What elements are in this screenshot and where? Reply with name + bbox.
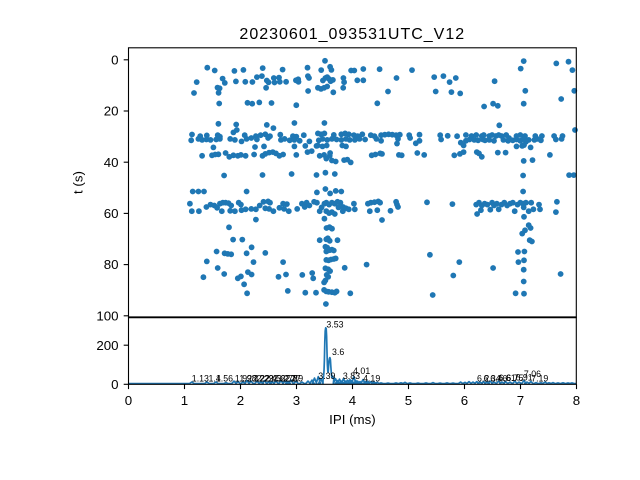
svg-text:4: 4 [349,393,356,408]
svg-text:1.9: 1.9 [235,374,247,384]
svg-text:4.01: 4.01 [353,366,370,376]
svg-text:2.8: 2.8 [285,374,297,384]
svg-text:6.75: 6.75 [506,373,523,383]
svg-text:8: 8 [573,393,580,408]
svg-text:6.91: 6.91 [516,373,533,383]
svg-text:1.56: 1.56 [216,374,233,384]
svg-text:100: 100 [96,308,118,323]
svg-text:1.98: 1.98 [239,374,256,384]
svg-text:7.19: 7.19 [531,374,548,384]
svg-text:3.6: 3.6 [332,347,344,357]
svg-text:60: 60 [104,206,119,221]
svg-text:IPI (ms): IPI (ms) [329,412,376,427]
svg-text:6.34: 6.34 [484,373,501,383]
svg-text:6.61: 6.61 [499,373,516,383]
svg-text:2.43: 2.43 [265,374,282,384]
svg-text:7.06: 7.06 [524,369,541,379]
svg-text:5: 5 [405,393,412,408]
svg-text:1: 1 [181,393,188,408]
svg-text:6: 6 [461,393,468,408]
svg-text:2.22: 2.22 [253,374,270,384]
svg-text:6.2: 6.2 [477,373,489,383]
svg-text:3: 3 [293,393,300,408]
svg-text:2: 2 [237,393,244,408]
svg-text:7: 7 [517,393,524,408]
svg-text:t (s): t (s) [71,171,86,194]
svg-text:2.12: 2.12 [247,374,264,384]
svg-text:2.77: 2.77 [284,374,301,384]
svg-text:40: 40 [104,155,119,170]
svg-text:0: 0 [125,393,132,408]
svg-text:6.46: 6.46 [490,373,507,383]
svg-text:3.39: 3.39 [318,371,335,381]
svg-text:2.9: 2.9 [291,374,303,384]
svg-text:2.29: 2.29 [257,374,274,384]
svg-text:4.19: 4.19 [363,374,380,384]
svg-text:3.83: 3.83 [343,371,360,381]
svg-text:2.5: 2.5 [269,374,281,384]
svg-text:200: 200 [96,338,118,353]
svg-text:20230601_093531UTC_V12: 20230601_093531UTC_V12 [239,26,465,43]
svg-text:0: 0 [111,52,118,67]
svg-text:2.72: 2.72 [281,374,298,384]
svg-text:1.4: 1.4 [209,374,221,384]
svg-text:2.62: 2.62 [273,374,290,384]
svg-text:1.13: 1.13 [192,374,209,384]
svg-text:80: 80 [104,257,119,272]
svg-text:0: 0 [111,377,118,392]
svg-text:3.53: 3.53 [326,319,343,329]
svg-text:20: 20 [104,104,119,119]
